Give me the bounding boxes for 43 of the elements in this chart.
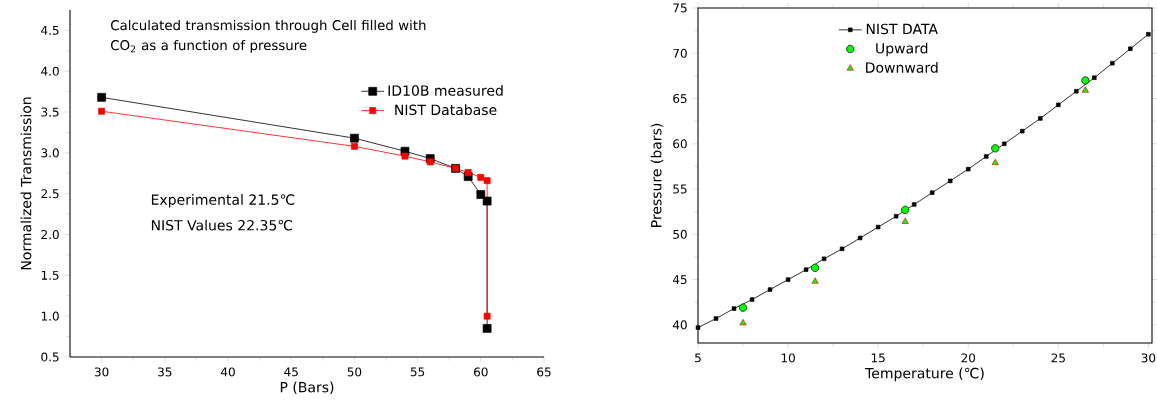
y-tick-label: 45 <box>672 275 687 285</box>
text: Calculated transmission through Cell filled with CO$_{2}$ as a function of pressure <box>111 19 426 53</box>
x-tick-label: 15 <box>871 353 885 363</box>
y-axis-title: Pressure (bars) <box>650 123 664 227</box>
x-tick-label: 20 <box>961 353 976 363</box>
x-axis-title: Temperature (℃) <box>865 367 984 382</box>
x-tick-label: 30 <box>1141 353 1156 363</box>
x-tick-label: 45 <box>284 367 298 377</box>
x-tick-label: 10 <box>781 353 795 363</box>
y-tick-label: 50 <box>673 229 687 239</box>
legend-label: NIST DATA <box>866 23 938 35</box>
y-tick-label: 55 <box>673 184 687 194</box>
x-tick-label: 60 <box>474 367 488 377</box>
x-tick-label: 55 <box>410 367 425 377</box>
x-tick-label: 65 <box>537 367 551 377</box>
x-tick-label: 35 <box>158 367 172 377</box>
x-tick-label: 5 <box>695 353 701 363</box>
legend-label: Upward <box>876 42 928 57</box>
y-tick-label: 3.0 <box>41 148 59 158</box>
y-tick-label: 1.5 <box>41 270 59 280</box>
legend-label: Downward <box>866 62 938 73</box>
legend-label: NIST Database <box>395 104 497 116</box>
y-tick-label: 1.0 <box>41 311 59 321</box>
y-tick-label: 60 <box>673 139 687 149</box>
y-axis-title: Normalized Transmission <box>20 97 32 270</box>
y-tick-label: 2.5 <box>41 189 59 199</box>
y-tick-label: 75 <box>673 3 687 13</box>
y-tick-label: 70 <box>673 48 687 58</box>
x-tick-label: 30 <box>94 367 109 377</box>
y-tick-label: 65 <box>673 93 687 104</box>
x-tick-label: 50 <box>347 367 362 377</box>
y-tick-label: 0.5 <box>41 352 59 362</box>
x-tick-label: 40 <box>220 367 235 377</box>
annotation: NIST Values 22.35℃ <box>151 219 293 231</box>
y-tick-label: 3.5 <box>41 107 59 117</box>
y-tick-label: 4.5 <box>41 25 59 35</box>
y-tick-label: 4.0 <box>41 66 59 76</box>
x-axis-title: P (Bars) <box>280 381 334 395</box>
y-tick-label: 40 <box>672 320 687 330</box>
x-tick-label: 25 <box>1051 353 1065 363</box>
annotation: Experimental 21.5℃ <box>151 194 295 208</box>
legend-label: ID10B measured <box>388 85 503 96</box>
y-tick-label: 2.0 <box>41 229 59 240</box>
